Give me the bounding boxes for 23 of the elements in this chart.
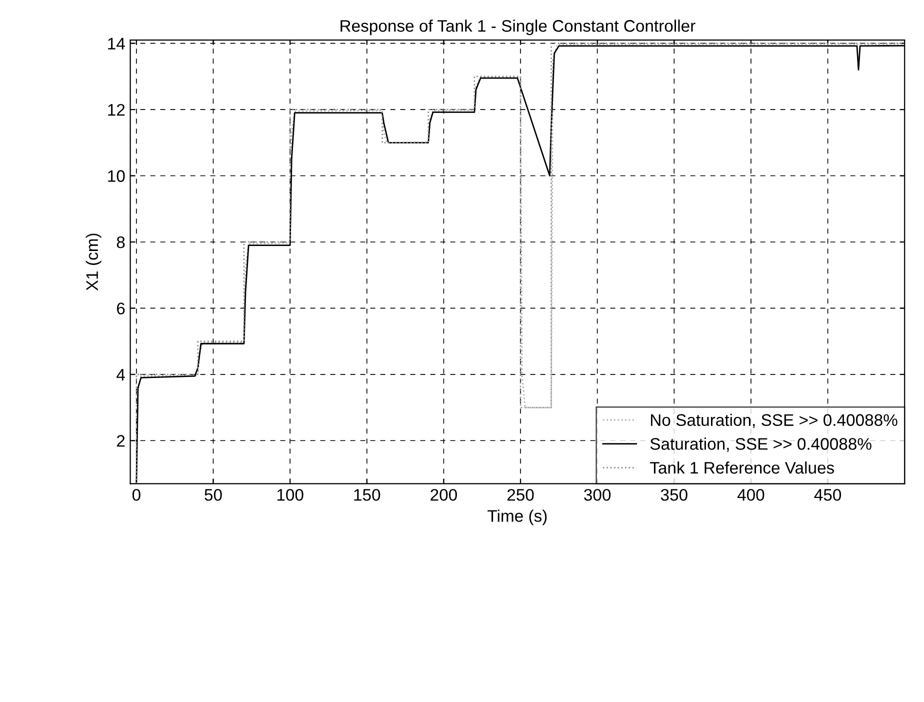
x-tick-label: 200 [430, 488, 457, 501]
x-tick-label: 400 [737, 488, 764, 501]
x-tick-label: 100 [277, 488, 304, 501]
legend-label: Tank 1 Reference Values [650, 461, 834, 474]
x-tick-label: 300 [584, 488, 611, 501]
x-tick-label: 0 [132, 488, 140, 501]
legend-label: No Saturation, SSE >> 0.40088% [650, 414, 898, 428]
x-tick-label: 450 [814, 488, 842, 501]
y-tick-label: 4 [116, 368, 125, 380]
x-axis-title: Time (s) [488, 510, 547, 526]
x-tick-label: 250 [507, 488, 534, 501]
y-tick-label: 10 [108, 170, 125, 182]
legend-label: Saturation, SSE >> 0.40088% [650, 438, 872, 452]
y-tick-label: 12 [108, 104, 125, 116]
x-tick-label: 50 [204, 488, 222, 501]
x-tick-label: 150 [354, 488, 380, 501]
y-tick-label: 8 [116, 236, 125, 248]
x-tick-label: 350 [660, 488, 688, 501]
y-tick-label: 2 [116, 435, 125, 447]
chart-title: Response of Tank 1 - Single Constant Controller [340, 20, 696, 36]
y-tick-label: 6 [117, 302, 125, 314]
y-axis-title: X1 (cm) [86, 234, 102, 291]
y-tick-label: 14 [108, 38, 125, 50]
